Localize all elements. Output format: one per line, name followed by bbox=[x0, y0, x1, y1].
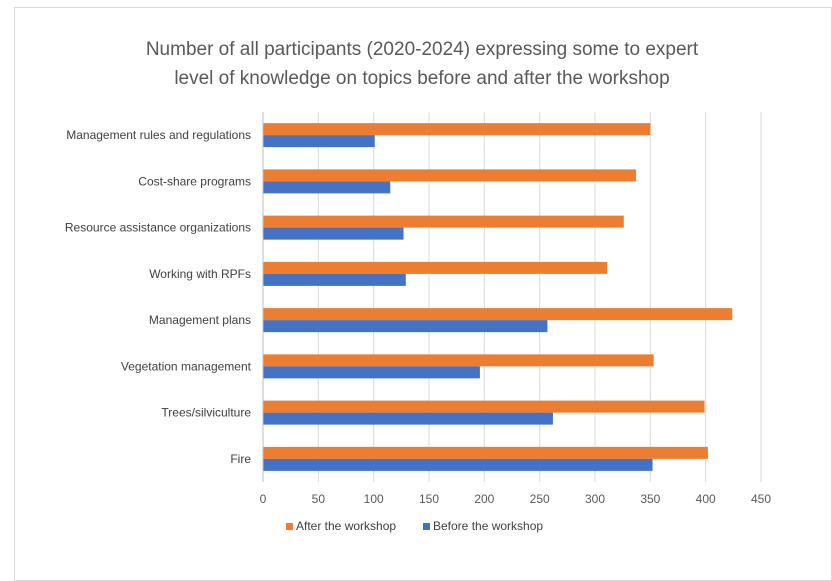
bar-after-0 bbox=[263, 123, 651, 136]
bar-after-1 bbox=[263, 169, 636, 182]
legend-label-after: After the workshop bbox=[296, 519, 396, 533]
bar-before-6 bbox=[263, 412, 553, 425]
bars bbox=[262, 112, 733, 482]
x-tick-label: 0 bbox=[260, 492, 267, 506]
category-label: Resource assistance organizations bbox=[65, 221, 251, 235]
x-tick-label: 400 bbox=[696, 492, 716, 506]
category-labels: Management rules and regulations Cost-sha… bbox=[65, 128, 252, 466]
x-tick-label: 300 bbox=[585, 492, 605, 506]
bar-before-4 bbox=[263, 320, 548, 333]
bar-before-0 bbox=[263, 135, 375, 148]
x-tick-label: 450 bbox=[751, 492, 771, 506]
x-tick-label: 200 bbox=[474, 492, 494, 506]
bar-before-7 bbox=[263, 458, 653, 471]
category-label: Trees/silviculture bbox=[161, 406, 251, 420]
chart-title-line-2: level of knowledge on topics before and … bbox=[174, 68, 669, 89]
bar-after-2 bbox=[263, 215, 624, 228]
bar-before-1 bbox=[263, 181, 391, 194]
bar-after-5 bbox=[263, 354, 654, 367]
x-tick-label: 150 bbox=[419, 492, 439, 506]
bar-before-5 bbox=[263, 366, 480, 379]
bar-before-2 bbox=[263, 227, 404, 240]
category-label: Fire bbox=[230, 452, 251, 466]
category-label: Management plans bbox=[149, 313, 251, 327]
chart-title-line-1: Number of all participants (2020-2024) e… bbox=[146, 39, 699, 60]
legend: After the workshop Before the workshop bbox=[286, 519, 543, 533]
category-label: Vegetation management bbox=[121, 359, 252, 373]
x-tick-label: 250 bbox=[530, 492, 550, 506]
bar-after-7 bbox=[263, 446, 708, 459]
chart-frame bbox=[14, 7, 832, 581]
gridlines bbox=[262, 112, 762, 482]
x-tick-label: 50 bbox=[312, 492, 326, 506]
x-tick-label: 100 bbox=[364, 492, 384, 506]
legend-swatch-before bbox=[423, 523, 430, 530]
legend-swatch-after bbox=[286, 523, 293, 530]
x-tick-labels: 0 50 100 150 200 250 300 350 400 450 bbox=[260, 492, 772, 506]
bar-after-6 bbox=[263, 400, 705, 413]
x-tick-label: 350 bbox=[640, 492, 660, 506]
legend-label-before: Before the workshop bbox=[433, 519, 543, 533]
bar-before-3 bbox=[263, 273, 406, 286]
category-label: Management rules and regulations bbox=[66, 128, 251, 142]
category-label: Cost-share programs bbox=[138, 174, 251, 188]
category-label: Working with RPFs bbox=[149, 267, 251, 281]
bar-after-3 bbox=[263, 261, 608, 274]
bar-after-4 bbox=[263, 308, 733, 321]
